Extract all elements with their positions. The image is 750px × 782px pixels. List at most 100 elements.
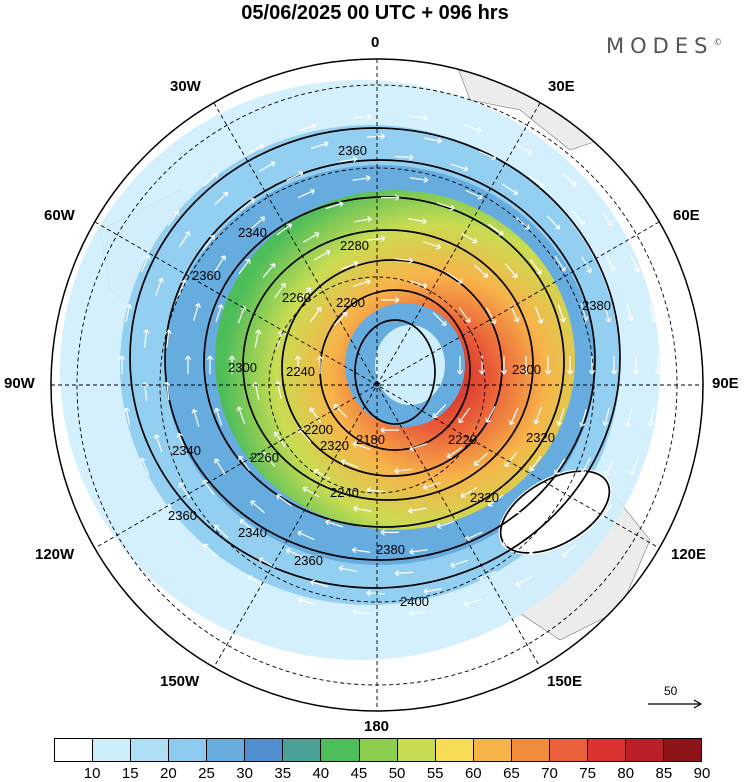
colorbar-swatch xyxy=(131,739,170,761)
wind-arrow xyxy=(409,176,429,184)
contour-label: 2200 xyxy=(336,295,365,310)
wind-arrow xyxy=(247,575,265,586)
lon-label-90w: 90W xyxy=(4,375,35,392)
wind-arrow xyxy=(460,487,478,498)
wind-arrow xyxy=(302,486,320,498)
wind-arrow xyxy=(262,263,276,278)
wind-arrow xyxy=(202,479,215,496)
brand-mark: © xyxy=(713,38,723,48)
wind-arrow xyxy=(460,232,478,244)
wind-arrow xyxy=(604,304,612,323)
lon-label-30w: 30W xyxy=(170,78,201,95)
wind-arrow xyxy=(381,194,400,201)
wind-arrow xyxy=(339,156,358,163)
wind-arrow xyxy=(380,529,399,536)
wind-arrow xyxy=(214,407,223,426)
wind-arrow xyxy=(352,113,372,120)
wind-arrow xyxy=(302,232,320,243)
wind-arrow xyxy=(514,500,530,514)
colorbar-swatch xyxy=(664,739,702,761)
wind-arrow xyxy=(515,575,533,587)
wind-arrow xyxy=(153,434,163,452)
wind-arrow xyxy=(501,535,518,547)
contour-label: 2360 xyxy=(192,268,221,283)
wind-arrow xyxy=(297,530,315,541)
colorbar-swatch xyxy=(511,739,550,761)
contour-label: 2320 xyxy=(470,490,499,505)
wind-arrow xyxy=(394,467,413,475)
wind-arrow xyxy=(604,459,615,477)
contour-label: 2180 xyxy=(356,432,385,447)
wind-arrow xyxy=(504,263,518,279)
colorbar-tick-label: 70 xyxy=(541,765,558,782)
lon-label-120w: 120W xyxy=(35,546,75,563)
colorbar-swatch xyxy=(587,739,626,761)
wind-arrow xyxy=(529,455,542,472)
wind-arrow xyxy=(381,296,400,304)
wind-arrow xyxy=(500,356,508,375)
wind-arrow xyxy=(214,524,229,539)
wind-arrow xyxy=(546,215,561,230)
colorbar-tick-label: 15 xyxy=(121,765,139,782)
colorbar-swatch xyxy=(473,739,512,761)
wind-arrow xyxy=(581,256,592,274)
wind-arrow xyxy=(214,255,226,272)
wind-arrow xyxy=(423,241,442,250)
map-title: 05/06/2025 00 UTC + 096 hrs xyxy=(241,2,509,24)
lon-label-60e: 60E xyxy=(673,207,700,224)
wind-arrow xyxy=(351,546,371,554)
wind-arrow xyxy=(352,278,371,287)
wind-arrow xyxy=(432,404,447,418)
wind-arrow xyxy=(274,282,286,299)
wind-arrow xyxy=(294,355,302,374)
colorbar-swatch xyxy=(549,739,588,761)
height-contours xyxy=(129,127,621,589)
lon-label-150w: 150W xyxy=(160,673,200,690)
wind-arrow xyxy=(298,597,316,606)
wind-arrow xyxy=(353,505,372,512)
colorbar-tick-label: 55 xyxy=(426,765,444,782)
wind-arrow xyxy=(529,258,542,275)
colorbar-swatch xyxy=(625,739,664,761)
lon-label-0: 0 xyxy=(371,34,380,51)
colorbar-tick-label: 90 xyxy=(693,765,711,782)
wind-arrow xyxy=(529,175,545,188)
wind-arrow xyxy=(214,458,226,475)
wind-arrow xyxy=(602,407,610,426)
wind-arrow xyxy=(649,304,657,323)
wind-arrow xyxy=(409,114,428,121)
wind-arrow xyxy=(340,260,359,270)
wind-arrow xyxy=(473,452,489,466)
wind-arrow xyxy=(325,519,344,528)
wind-arrow xyxy=(544,356,552,375)
wind-arrow xyxy=(276,494,292,507)
south-pole-marker xyxy=(374,381,380,387)
wind-arrow xyxy=(203,543,218,557)
wind-arrow xyxy=(572,210,585,226)
wind-arrow xyxy=(464,124,482,133)
wind-arrow xyxy=(432,312,447,326)
contour-label: 2340 xyxy=(238,225,267,240)
wind-arrow xyxy=(366,133,386,140)
wind-arrow xyxy=(366,589,385,597)
wind-arrow xyxy=(191,408,200,427)
wind-arrow xyxy=(458,307,471,323)
wind-arrow xyxy=(177,279,187,297)
wind-arrow xyxy=(123,407,131,426)
reference-vector-label: 50 xyxy=(664,684,678,698)
wind-arrow xyxy=(165,329,172,348)
wind-arrow xyxy=(139,457,150,475)
wind-arrow xyxy=(395,154,414,161)
colorbar-swatch xyxy=(55,739,94,761)
wind-arrow xyxy=(238,258,251,275)
wind-arrow xyxy=(534,306,544,324)
wind-arrow xyxy=(502,183,519,195)
wind-arrow xyxy=(488,223,504,236)
wind-arrow xyxy=(556,407,565,426)
wind-arrow xyxy=(309,407,322,423)
wind-arrow xyxy=(408,218,427,225)
contour-label: 2360 xyxy=(168,508,197,523)
wind-arrow xyxy=(630,255,641,273)
contour-label: 2200 xyxy=(304,422,333,437)
wind-arrow xyxy=(450,559,468,568)
